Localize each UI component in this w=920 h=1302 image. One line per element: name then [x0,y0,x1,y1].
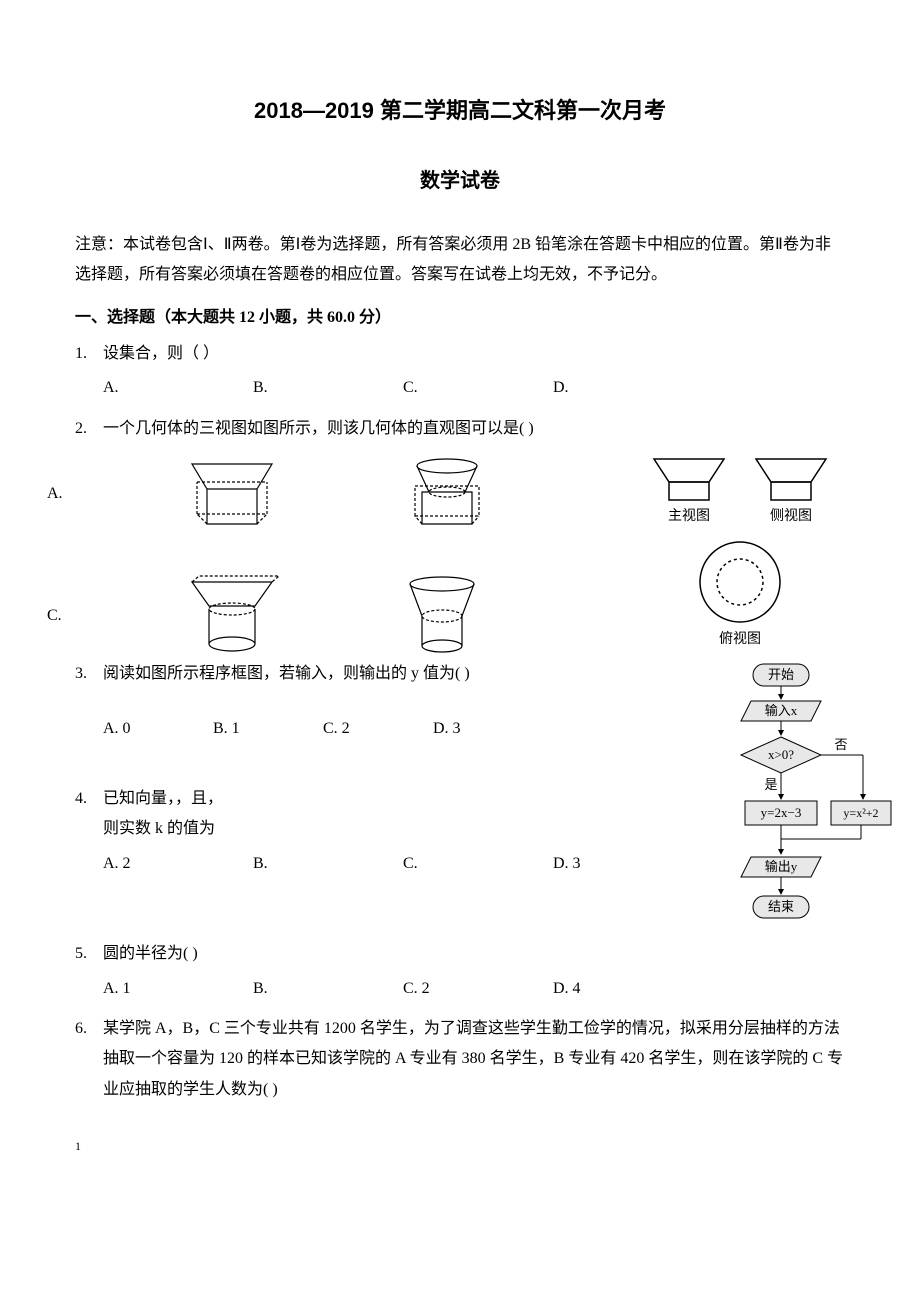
top-view-label: 俯视图 [719,627,761,654]
q3-choice-b: B. 1 [213,714,323,744]
q1-choice-c: C. [403,373,553,403]
qnum: 4. [75,784,103,879]
qnum: 3. [75,659,103,774]
q2-three-views: 主视图 侧视图 俯视图 [635,454,845,653]
question-5: 5. 圆的半径为( ) A. 1 B. C. 2 D. 4 [75,939,845,1004]
q5-text: 圆的半径为( ) [103,939,845,969]
q3-text: 阅读如图所示程序框图，若输入，则输出的 y 值为( ) [103,659,703,689]
q1-choice-b: B. [253,373,403,403]
title-main: 2018—2019 第二学期高二文科第一次月考 [75,90,845,132]
title-sub: 数学试卷 [75,162,845,200]
flow-b1: y=2x−3 [761,805,802,820]
q3-choice-a: A. 0 [103,714,213,744]
q2-option-b-icon [397,454,497,534]
flow-end: 结束 [768,899,794,914]
flow-no: 否 [834,737,847,752]
q3-choice-c: C. 2 [323,714,433,744]
q5-choice-c: C. 2 [403,974,553,1004]
question-6: 6. 某学院 A，B，C 三个专业共有 1200 名学生，为了调查这些学生勤工俭… [75,1014,845,1105]
main-view-icon [649,454,729,504]
q2-option-a-icon [177,454,287,534]
q2-option-c-icon [177,574,287,659]
q5-choice-a: A. 1 [103,974,253,1004]
q4-line2: 则实数 k 的值为 [103,814,703,844]
flowchart: 开始 输入x x>0? 否 是 y=2x−3 y=x [713,659,893,939]
flow-start: 开始 [768,667,794,682]
question-2: 2. 一个几何体的三视图如图所示，则该几何体的直观图可以是( ) [75,414,845,444]
question-3: 3. 阅读如图所示程序框图，若输入，则输出的 y 值为( ) A. 0 B. 1… [75,659,703,774]
qnum: 1. [75,339,103,404]
side-view-icon [751,454,831,504]
q2-choice-a-label: A. [47,479,67,509]
flow-out: 输出y [765,859,798,874]
q3-q4-block: 3. 阅读如图所示程序框图，若输入，则输出的 y 值为( ) A. 0 B. 1… [75,659,845,939]
question-4: 4. 已知向量，，且， 则实数 k 的值为 A. 2 B. C. D. 3 [75,784,703,879]
q4-choice-d: D. 3 [553,849,703,879]
qnum: 5. [75,939,103,1004]
main-view-label: 主视图 [668,504,710,531]
q6-text: 某学院 A，B，C 三个专业共有 1200 名学生，为了调查这些学生勤工俭学的情… [103,1014,845,1105]
q4-choice-a: A. 2 [103,849,253,879]
q1-choice-d: D. [553,373,703,403]
q3-choice-d: D. 3 [433,714,543,744]
section-header: 一、选择题（本大题共 12 小题，共 60.0 分） [75,303,845,333]
q2-figures: A. [75,454,845,659]
q2-option-d-icon [397,574,487,659]
flow-yes: 是 [764,777,777,792]
q1-choice-a: A. [103,373,253,403]
q2-choice-c-label: C. [47,601,67,631]
q2-text: 一个几何体的三视图如图所示，则该几何体的直观图可以是( ) [103,414,845,444]
qnum: 6. [75,1014,103,1105]
qnum: 2. [75,414,103,444]
q4-line1: 已知向量，，且， [103,784,703,814]
side-view-label: 侧视图 [770,504,812,531]
q5-choice-b: B. [253,974,403,1004]
q4-choice-c: C. [403,849,553,879]
flow-cond: x>0? [768,747,794,762]
q1-text: 设集合，则（ ） [103,339,845,369]
flow-b2: y=x²+2 [843,806,878,820]
flow-input: 输入x [765,703,798,718]
question-1: 1. 设集合，则（ ） A. B. C. D. [75,339,845,404]
instructions: 注意：本试卷包含Ⅰ、Ⅱ两卷。第Ⅰ卷为选择题，所有答案必须用 2B 铅笔涂在答题卡… [75,230,845,291]
top-view-icon [695,537,785,627]
page-number: 1 [75,1135,845,1158]
q5-choice-d: D. 4 [553,974,703,1004]
q4-choice-b: B. [253,849,403,879]
